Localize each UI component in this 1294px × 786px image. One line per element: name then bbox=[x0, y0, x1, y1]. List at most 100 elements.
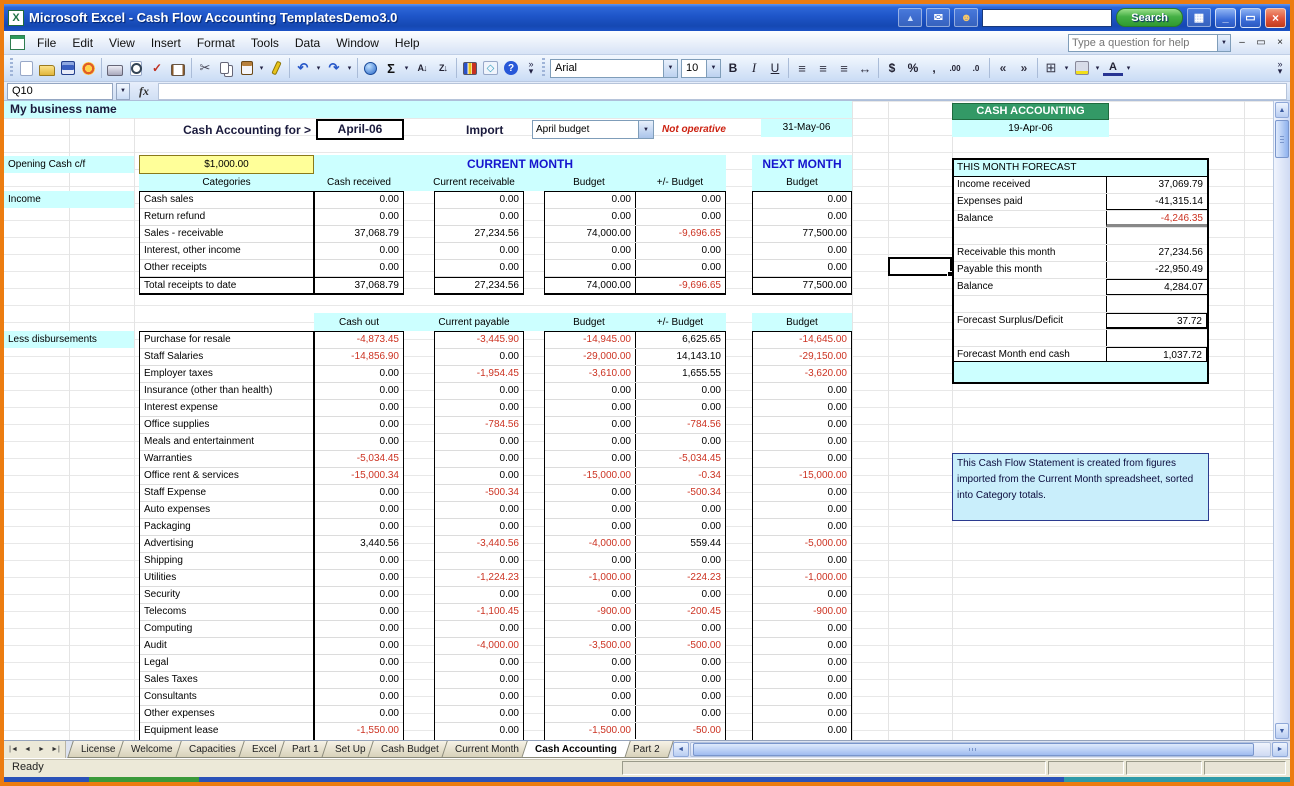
value-cell[interactable]: 0.00 bbox=[435, 519, 523, 536]
tab-scroll-icon-1[interactable]: ◄ bbox=[24, 746, 31, 753]
value-cell[interactable]: 0.00 bbox=[435, 587, 523, 604]
value-cell[interactable]: -15,000.00 bbox=[583, 470, 631, 481]
value-cell[interactable]: 0.00 bbox=[611, 691, 631, 702]
dropdown-arrow-icon[interactable]: ▾ bbox=[347, 65, 352, 72]
dropdown-arrow-icon[interactable]: ▾ bbox=[404, 65, 409, 72]
category-cell[interactable]: Legal bbox=[140, 655, 313, 672]
next-month-date-cell[interactable]: 31-May-06 bbox=[761, 119, 852, 137]
category-cell[interactable]: Cash sales bbox=[140, 192, 313, 209]
category-cell[interactable]: Other receipts bbox=[140, 260, 313, 277]
decrease-decimal-icon[interactable]: .0 bbox=[972, 63, 980, 73]
value-cell[interactable]: 37,068.79 bbox=[315, 277, 403, 294]
value-cell[interactable]: -9,696.65 bbox=[635, 278, 725, 294]
value-cell[interactable]: 0.00 bbox=[753, 400, 851, 417]
value-cell[interactable]: -500.34 bbox=[635, 485, 725, 501]
value-cell[interactable]: 0.00 bbox=[315, 502, 403, 519]
period-cell[interactable]: April-06 bbox=[316, 119, 404, 140]
value-cell[interactable]: 0.00 bbox=[635, 243, 725, 259]
value-cell[interactable]: -3,610.00 bbox=[588, 368, 631, 379]
drawing-icon[interactable]: ◇ bbox=[483, 61, 498, 75]
value-cell[interactable]: 0.00 bbox=[753, 192, 851, 209]
value-cell[interactable]: 0.00 bbox=[753, 209, 851, 226]
value-cell[interactable]: 0.00 bbox=[635, 587, 725, 603]
value-cell[interactable]: -900.00 bbox=[597, 606, 631, 617]
value-cell[interactable]: 0.00 bbox=[315, 243, 403, 260]
category-cell[interactable]: Office rent & services bbox=[140, 468, 313, 485]
category-cell[interactable]: Return refund bbox=[140, 209, 313, 226]
value-cell[interactable]: -784.56 bbox=[435, 417, 523, 434]
opening-cash-cell[interactable]: $1,000.00 bbox=[139, 155, 314, 174]
scroll-up-icon[interactable]: ▲ bbox=[1275, 102, 1289, 118]
value-cell[interactable]: 0.00 bbox=[635, 655, 725, 671]
category-cell[interactable]: Shipping bbox=[140, 553, 313, 570]
forecast-value[interactable]: 37.72 bbox=[1106, 313, 1207, 329]
value-cell[interactable]: 0.00 bbox=[435, 468, 523, 485]
forecast-value[interactable]: -22,950.49 bbox=[1106, 262, 1207, 278]
category-cell[interactable]: Sales Taxes bbox=[140, 672, 313, 689]
value-cell[interactable]: 0.00 bbox=[435, 349, 523, 366]
value-cell[interactable]: 0.00 bbox=[753, 672, 851, 689]
value-cell[interactable]: 6,625.65 bbox=[635, 332, 725, 348]
value-cell[interactable]: -5,034.45 bbox=[635, 451, 725, 467]
value-cell[interactable]: 0.00 bbox=[435, 553, 523, 570]
forecast-value[interactable] bbox=[1106, 296, 1207, 312]
menu-view[interactable]: View bbox=[109, 35, 135, 50]
value-cell[interactable]: 14,143.10 bbox=[635, 349, 725, 365]
value-cell[interactable]: 3,440.56 bbox=[315, 536, 403, 553]
category-cell[interactable]: Equipment lease bbox=[144, 725, 219, 736]
income-section-label[interactable]: Income bbox=[4, 191, 134, 208]
value-cell[interactable]: 74,000.00 bbox=[586, 280, 632, 291]
toolbar-options-button[interactable]: » ▾ bbox=[1277, 59, 1283, 76]
forecast-value[interactable] bbox=[1106, 228, 1207, 244]
value-cell[interactable]: 0.00 bbox=[753, 638, 851, 655]
dropdown-arrow-icon[interactable]: ▾ bbox=[259, 65, 264, 72]
menu-window[interactable]: Window bbox=[336, 35, 379, 50]
value-cell[interactable]: 0.00 bbox=[635, 260, 725, 276]
formula-input[interactable] bbox=[158, 82, 1287, 100]
value-cell[interactable]: 0.00 bbox=[753, 260, 851, 277]
value-cell[interactable]: 0.00 bbox=[315, 417, 403, 434]
value-cell[interactable]: 0.00 bbox=[753, 383, 851, 400]
value-cell[interactable]: -3,620.00 bbox=[753, 366, 851, 383]
value-cell[interactable]: 0.00 bbox=[611, 262, 631, 273]
workbook-close-button[interactable]: × bbox=[1277, 37, 1283, 48]
print-icon[interactable] bbox=[107, 65, 123, 76]
tab-cash-budget[interactable]: Cash Budget bbox=[367, 741, 453, 758]
value-cell[interactable]: 0.00 bbox=[611, 657, 631, 668]
note-textbox[interactable]: This Cash Flow Statement is created from… bbox=[952, 453, 1209, 521]
value-cell[interactable]: 0.00 bbox=[435, 706, 523, 723]
value-cell[interactable]: 0.00 bbox=[753, 621, 851, 638]
font-name-combo[interactable]: Arial ▼ bbox=[550, 58, 678, 78]
dropdown-arrow-icon[interactable]: ▾ bbox=[1126, 65, 1131, 72]
scroll-down-icon[interactable]: ▼ bbox=[1275, 723, 1289, 739]
import-dropdown[interactable]: April budget ▼ bbox=[532, 120, 654, 139]
value-cell[interactable]: 0.00 bbox=[635, 672, 725, 688]
value-cell[interactable]: -14,945.00 bbox=[583, 334, 631, 345]
format-painter-icon[interactable] bbox=[271, 60, 282, 76]
value-cell[interactable]: 0.00 bbox=[753, 587, 851, 604]
forecast-value[interactable]: 4,284.07 bbox=[1106, 279, 1207, 295]
value-cell[interactable]: 0.00 bbox=[611, 245, 631, 256]
underline-icon[interactable]: U bbox=[770, 61, 780, 75]
chevron-down-icon[interactable]: ▼ bbox=[116, 82, 130, 100]
tab-scroll-icon-3[interactable]: ►| bbox=[51, 746, 60, 753]
vertical-scrollbar[interactable]: ▲ ▼ bbox=[1273, 101, 1290, 740]
value-cell[interactable]: 0.00 bbox=[635, 689, 725, 705]
value-cell[interactable]: 0.00 bbox=[635, 400, 725, 416]
italic-icon[interactable]: I bbox=[751, 60, 757, 75]
forecast-value[interactable] bbox=[1106, 330, 1207, 346]
value-cell[interactable]: -14,856.90 bbox=[315, 349, 403, 366]
toolbar-options-button[interactable]: » ▾ bbox=[528, 59, 534, 76]
value-cell[interactable]: 0.00 bbox=[635, 434, 725, 450]
value-cell[interactable]: 0.00 bbox=[435, 243, 523, 260]
cash-accounting-date-cell[interactable]: 19-Apr-06 bbox=[952, 120, 1109, 137]
value-cell[interactable]: -50.00 bbox=[635, 723, 725, 739]
value-cell[interactable]: 0.00 bbox=[499, 725, 519, 736]
toolbar-grip[interactable] bbox=[10, 58, 13, 78]
value-cell[interactable]: 0.00 bbox=[635, 209, 725, 225]
value-cell[interactable]: -5,034.45 bbox=[315, 451, 403, 468]
value-cell[interactable]: 0.00 bbox=[315, 519, 403, 536]
value-cell[interactable]: 0.00 bbox=[315, 604, 403, 621]
value-cell[interactable]: 0.00 bbox=[315, 383, 403, 400]
research-icon[interactable] bbox=[171, 64, 185, 76]
